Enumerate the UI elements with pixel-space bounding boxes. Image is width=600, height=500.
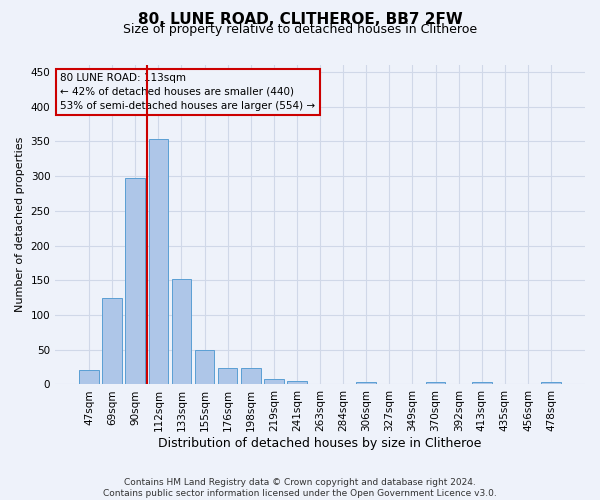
Text: 80, LUNE ROAD, CLITHEROE, BB7 2FW: 80, LUNE ROAD, CLITHEROE, BB7 2FW [137, 12, 463, 28]
Bar [125, 178, 145, 384]
Bar [426, 382, 445, 384]
Bar [356, 382, 376, 384]
Bar [79, 370, 99, 384]
Y-axis label: Number of detached properties: Number of detached properties [15, 137, 25, 312]
Bar [103, 298, 122, 384]
Text: Contains HM Land Registry data © Crown copyright and database right 2024.
Contai: Contains HM Land Registry data © Crown c… [103, 478, 497, 498]
Bar [149, 138, 168, 384]
Text: Size of property relative to detached houses in Clitheroe: Size of property relative to detached ho… [123, 22, 477, 36]
Bar [287, 381, 307, 384]
Bar [218, 368, 238, 384]
Bar [195, 350, 214, 384]
Bar [541, 382, 561, 384]
X-axis label: Distribution of detached houses by size in Clitheroe: Distribution of detached houses by size … [158, 437, 482, 450]
Bar [172, 279, 191, 384]
Text: 80 LUNE ROAD: 113sqm
← 42% of detached houses are smaller (440)
53% of semi-deta: 80 LUNE ROAD: 113sqm ← 42% of detached h… [61, 73, 316, 111]
Bar [241, 368, 260, 384]
Bar [472, 382, 491, 384]
Bar [264, 379, 284, 384]
